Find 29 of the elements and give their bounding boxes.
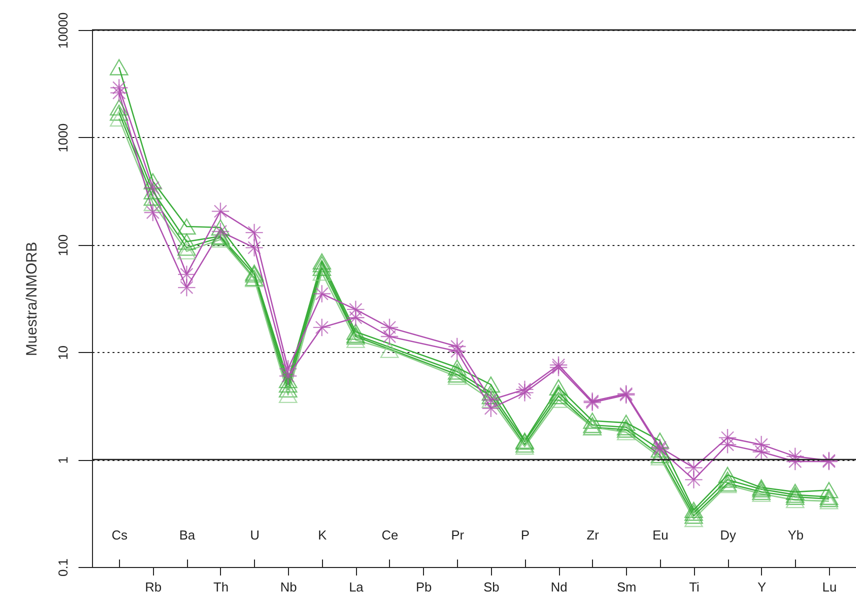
y-tick-label: 10000 (56, 12, 70, 49)
x-tick-label: Pr (451, 528, 465, 542)
y-tick-label: 100 (56, 234, 70, 256)
x-tick-label: Sm (616, 580, 636, 593)
x-tick-label: Sb (483, 580, 500, 593)
x-tick-label: K (318, 528, 328, 542)
x-tick-label: Zr (586, 528, 600, 542)
x-tick-label: Lu (822, 580, 837, 593)
x-tick-label: Nb (280, 580, 297, 593)
y-tick-label: 1000 (56, 123, 70, 152)
x-tick-label: Ce (382, 528, 398, 542)
x-tick-label: Cs (112, 528, 128, 542)
x-tick-label: Dy (720, 528, 736, 542)
x-tick-label: La (348, 580, 364, 593)
x-tick-label: Rb (145, 580, 162, 593)
x-tick-label: Th (213, 580, 229, 593)
x-tick-label: U (250, 528, 260, 542)
x-tick-label: Yb (788, 528, 804, 542)
y-tick-label: 10 (56, 345, 70, 360)
x-tick-label: Ba (179, 528, 196, 542)
y-tick-label: 0.1 (56, 558, 70, 577)
x-tick-label: Nd (550, 580, 568, 593)
x-tick-label: Pb (416, 580, 432, 593)
y-axis-title: Muestra/NMORB (24, 242, 40, 356)
x-tick-label: Y (758, 580, 767, 593)
x-tick-label: Ti (689, 580, 700, 593)
x-tick-label: Eu (652, 528, 668, 542)
y-tick-label: 1 (56, 456, 70, 464)
x-tick-label: P (520, 528, 530, 542)
